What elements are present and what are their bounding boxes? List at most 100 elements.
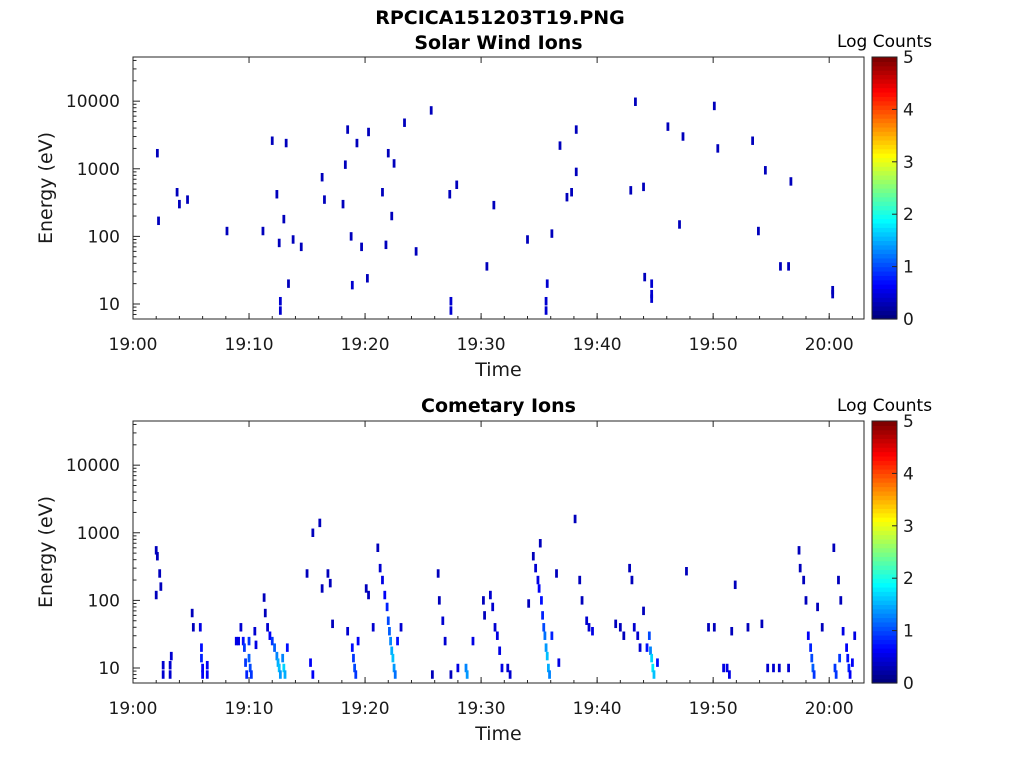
colorbar-tick-label: 2 [903,569,914,589]
colorbar-segment [872,438,897,444]
heatmap-cell [651,663,655,673]
heatmap-cell [154,590,158,600]
colorbar-segment [872,652,897,658]
heatmap-cell [352,653,355,663]
heatmap-cell [766,663,770,673]
heatmap-cell [716,144,720,153]
heatmap-cell [493,623,497,632]
colorbar-segment [872,634,897,640]
heatmap-cell [247,636,251,646]
colorbar-segment [872,482,897,488]
heatmap-cell [537,584,541,593]
heatmap-cell [540,596,543,605]
colorbar-segment [872,284,897,290]
heatmap-cell [273,643,276,652]
heatmap-cell [728,670,731,679]
colorbar-segment [872,473,897,479]
colorbar-segment [872,314,897,320]
colorbar-segment [872,170,897,176]
heatmap-cell [789,177,793,186]
heatmap-cell [751,136,755,145]
colorbar-segment [872,131,897,137]
x-tick-label: 19:20 [341,335,390,355]
heatmap-cell [618,623,622,632]
colorbar-segment [872,613,897,619]
heatmap-cell [198,623,202,632]
heatmap-cell [816,602,819,612]
colorbar-segment [872,65,897,71]
heatmap-cell [436,569,440,578]
heatmap-cell [161,670,165,679]
colorbar-segment [872,100,897,106]
heatmap-cell [547,663,550,673]
colorbar-tick-label: 0 [903,310,914,330]
colorbar-segment [872,543,897,549]
heatmap-cell [464,663,468,673]
heatmap-cell [550,631,554,640]
heatmap-cell [168,670,172,679]
heatmap-cell [386,616,390,625]
heatmap-cell [309,658,312,667]
colorbar-segment [872,218,897,224]
colorbar-segment [872,661,897,667]
colorbar-segment [872,534,897,540]
colorbar-segment [872,288,897,294]
heatmap-cell [526,235,529,244]
heatmap-cell [396,636,399,646]
heatmap-cell [389,636,392,646]
colorbar-segment [872,464,897,470]
heatmap-cell [545,651,549,661]
y-tick-label: 100 [88,591,120,611]
heatmap-cell [455,180,459,189]
colorbar-segment [872,122,897,128]
colorbar-segment [872,61,897,67]
heatmap-cell [282,663,286,673]
heatmap-cell [632,623,636,632]
heatmap-cell [810,653,814,663]
colorbar-segment [872,626,897,632]
heatmap-cell [311,670,315,679]
colorbar-segment [872,83,897,89]
colorbar-segment [872,442,897,448]
heatmap-cell [482,596,485,605]
colorbar-segment [872,525,897,531]
heatmap-cell [367,590,370,600]
heatmap-cell [645,643,649,652]
heatmap-cell [841,626,845,636]
heatmap-cell [531,551,535,561]
heatmap-cell [544,306,548,315]
heatmap-cell [787,663,790,673]
heatmap-cell [839,596,843,605]
heatmap-cell [291,235,295,244]
heatmap-cell [383,590,387,600]
colorbar-segment [872,266,897,272]
heatmap-cell [349,232,353,241]
heatmap-cell [350,643,354,652]
colorbar-segment [872,678,897,684]
heatmap-cell [430,670,434,679]
colorbar-segment [872,227,897,233]
colorbar-segment [872,310,897,316]
colorbar-segment [872,674,897,680]
colorbar-segment [872,521,897,527]
colorbar-segment [872,305,897,311]
heatmap-cell [391,653,395,663]
heatmap-cell [154,546,158,555]
heatmap-cell [392,663,396,673]
colorbar-segment [872,669,897,675]
heatmap-cell [278,306,282,315]
heatmap-cell [777,663,781,673]
heatmap-cell [845,643,848,652]
heatmap-cell [650,294,654,303]
colorbar-segment [872,214,897,220]
heatmap-cell [636,631,640,640]
heatmap-cell [320,172,324,182]
x-tick-label: 19:30 [457,699,506,719]
colorbar-frame [871,56,898,320]
colorbar-segment [872,231,897,237]
colorbar-segment [872,236,897,241]
heatmap-cell [622,631,626,640]
heatmap-cell [642,606,645,616]
